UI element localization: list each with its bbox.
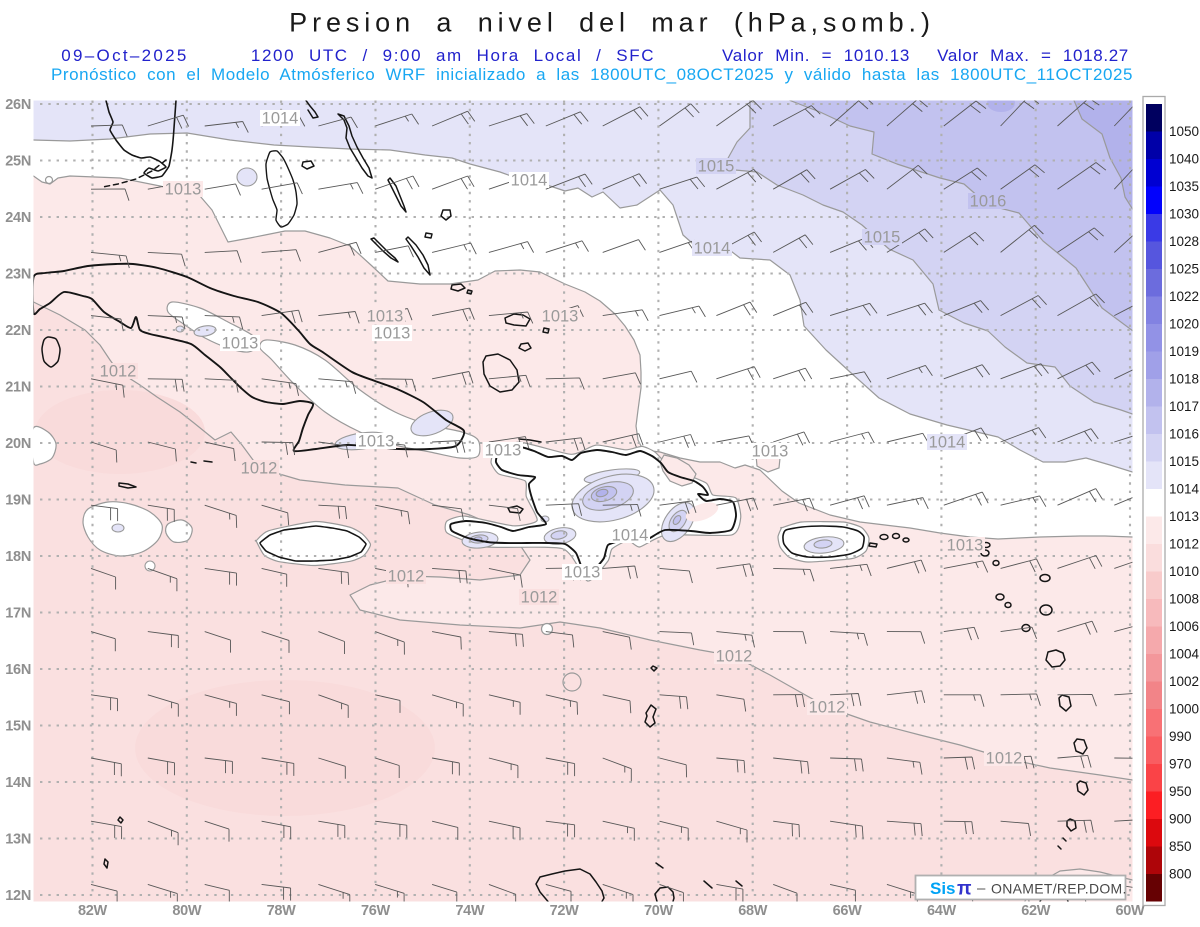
svg-text:23N: 23N: [5, 267, 31, 283]
svg-text:1015: 1015: [864, 229, 901, 247]
svg-text:950: 950: [1169, 784, 1192, 799]
svg-text:1028: 1028: [1169, 234, 1199, 249]
svg-text:1050: 1050: [1169, 124, 1199, 139]
svg-text:1013: 1013: [485, 442, 522, 460]
svg-text:1012: 1012: [1169, 537, 1199, 552]
svg-text:1022: 1022: [1169, 289, 1199, 304]
svg-text:82W: 82W: [78, 903, 108, 919]
svg-text:1013: 1013: [374, 325, 411, 343]
svg-text:ONAMET/REP.DOM.: ONAMET/REP.DOM.: [991, 881, 1127, 897]
svg-text:Valor Max. = 1018.27: Valor Max. = 1018.27: [937, 46, 1129, 65]
svg-text:18N: 18N: [5, 549, 31, 565]
svg-text:1017: 1017: [1169, 399, 1199, 414]
svg-text:–: –: [977, 880, 986, 897]
svg-text:1014: 1014: [612, 527, 649, 545]
svg-text:1016: 1016: [1169, 427, 1199, 442]
svg-text:1013: 1013: [542, 308, 579, 326]
svg-text:1020: 1020: [1169, 317, 1199, 332]
svg-text:1012: 1012: [241, 460, 278, 478]
svg-text:1035: 1035: [1169, 179, 1199, 194]
svg-text:1016: 1016: [970, 193, 1007, 211]
svg-text:1030: 1030: [1169, 207, 1199, 222]
svg-text:13N: 13N: [5, 832, 31, 848]
svg-text:14N: 14N: [5, 775, 31, 791]
svg-text:1013: 1013: [367, 308, 404, 326]
svg-text:15N: 15N: [5, 719, 31, 735]
svg-text:1025: 1025: [1169, 262, 1199, 277]
svg-text:1015: 1015: [698, 158, 735, 176]
svg-text:1008: 1008: [1169, 592, 1199, 607]
svg-text:21N: 21N: [5, 380, 31, 396]
svg-text:12N: 12N: [5, 888, 31, 904]
svg-text:1014: 1014: [262, 110, 299, 128]
svg-text:1013: 1013: [947, 537, 984, 555]
svg-text:1012: 1012: [809, 699, 846, 717]
svg-text:Pronóstico con el Modelo Atmós: Pronóstico con el Modelo Atmósferico WRF…: [51, 65, 1133, 84]
svg-text:1200 UTC / 9:00 am Hora Local: 1200 UTC / 9:00 am Hora Local / SFC: [251, 46, 655, 65]
svg-text:80W: 80W: [172, 903, 202, 919]
svg-text:1015: 1015: [1169, 454, 1199, 469]
svg-text:60W: 60W: [1116, 903, 1146, 919]
svg-text:1014: 1014: [511, 172, 548, 190]
svg-text:970: 970: [1169, 757, 1192, 772]
svg-text:1013: 1013: [358, 433, 395, 451]
svg-text:1014: 1014: [1169, 482, 1200, 497]
svg-text:1002: 1002: [1169, 674, 1199, 689]
svg-text:1004: 1004: [1169, 647, 1200, 662]
svg-text:1010: 1010: [1169, 564, 1199, 579]
svg-text:1019: 1019: [1169, 344, 1199, 359]
svg-text:24N: 24N: [5, 210, 31, 226]
svg-text:1013: 1013: [1169, 509, 1199, 524]
svg-text:1012: 1012: [100, 363, 137, 381]
svg-text:1012: 1012: [521, 589, 558, 607]
svg-text:17N: 17N: [5, 606, 31, 622]
svg-text:990: 990: [1169, 729, 1192, 744]
svg-text:1006: 1006: [1169, 619, 1199, 634]
svg-text:1013: 1013: [165, 181, 202, 199]
svg-text:76W: 76W: [361, 903, 391, 919]
svg-text:900: 900: [1169, 812, 1192, 827]
svg-text:1013: 1013: [222, 335, 259, 353]
svg-text:π: π: [957, 879, 972, 900]
svg-text:68W: 68W: [738, 903, 768, 919]
svg-text:22N: 22N: [5, 323, 31, 339]
svg-text:66W: 66W: [833, 903, 863, 919]
svg-text:800: 800: [1169, 867, 1192, 882]
svg-text:1014: 1014: [929, 434, 966, 452]
svg-text:26N: 26N: [5, 97, 31, 113]
svg-text:78W: 78W: [267, 903, 297, 919]
svg-text:Sis: Sis: [930, 879, 956, 898]
svg-text:1014: 1014: [694, 240, 731, 258]
svg-text:Presion a nivel del mar (hPa,s: Presion a nivel del mar (hPa,somb.): [289, 8, 935, 38]
svg-text:09–Oct–2025: 09–Oct–2025: [61, 46, 188, 65]
svg-text:1013: 1013: [752, 443, 789, 461]
svg-text:1000: 1000: [1169, 702, 1199, 717]
svg-text:20N: 20N: [5, 436, 31, 452]
svg-text:74W: 74W: [455, 903, 485, 919]
svg-text:1012: 1012: [716, 648, 753, 666]
svg-text:64W: 64W: [927, 903, 957, 919]
svg-text:850: 850: [1169, 839, 1192, 854]
svg-text:16N: 16N: [5, 662, 31, 678]
svg-text:70W: 70W: [644, 903, 674, 919]
svg-text:1013: 1013: [564, 564, 601, 582]
svg-text:72W: 72W: [550, 903, 580, 919]
svg-text:1018: 1018: [1169, 372, 1199, 387]
svg-text:Valor Min. = 1010.13: Valor Min. = 1010.13: [722, 46, 910, 65]
svg-text:62W: 62W: [1021, 903, 1051, 919]
svg-text:1012: 1012: [388, 568, 425, 586]
svg-text:25N: 25N: [5, 154, 31, 170]
svg-text:19N: 19N: [5, 493, 31, 509]
svg-text:1012: 1012: [986, 750, 1023, 768]
svg-text:1040: 1040: [1169, 152, 1199, 167]
